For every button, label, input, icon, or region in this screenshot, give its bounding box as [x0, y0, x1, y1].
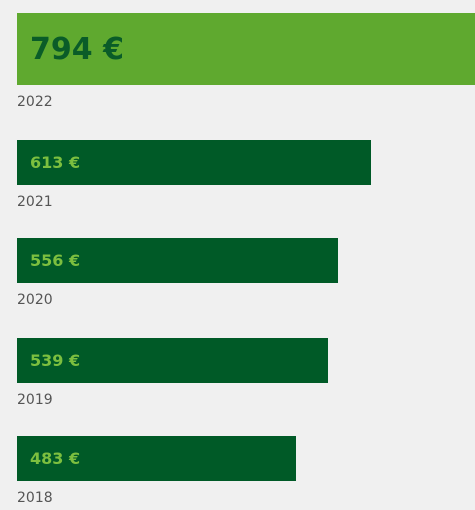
value-label: 794 € [30, 31, 124, 67]
value-label: 556 € [30, 251, 81, 270]
year-label: 2022 [17, 94, 53, 110]
value-label: 539 € [30, 351, 81, 370]
bar: 539 € [17, 338, 328, 383]
value-label: 613 € [30, 153, 81, 172]
year-label: 2019 [17, 392, 53, 408]
value-label: 483 € [30, 449, 81, 468]
bar: 483 € [17, 436, 296, 481]
bar: 613 € [17, 140, 371, 185]
year-label: 2021 [17, 194, 53, 210]
year-label: 2020 [17, 292, 53, 308]
bar: 556 € [17, 238, 338, 283]
year-label: 2018 [17, 490, 53, 506]
bar: 794 € [17, 13, 475, 85]
